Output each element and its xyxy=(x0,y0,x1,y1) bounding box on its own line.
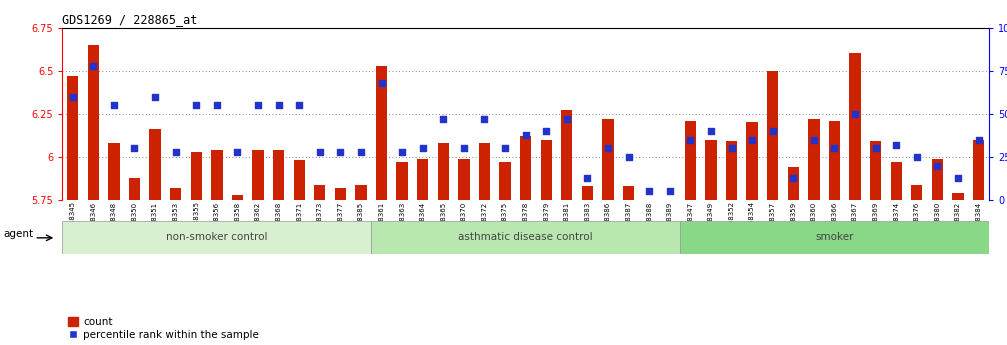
Point xyxy=(394,149,410,155)
Point xyxy=(518,132,534,137)
Point xyxy=(127,146,143,151)
Bar xyxy=(458,159,469,200)
Point xyxy=(847,111,863,117)
Bar xyxy=(253,150,264,200)
Point xyxy=(806,137,822,142)
Point xyxy=(868,146,884,151)
Point xyxy=(188,102,204,108)
Point xyxy=(600,146,616,151)
Point xyxy=(662,189,678,194)
Bar xyxy=(376,66,388,200)
Point xyxy=(827,146,843,151)
Bar xyxy=(520,136,532,200)
Bar xyxy=(397,162,408,200)
Point xyxy=(579,175,595,180)
Point xyxy=(929,163,946,168)
Point xyxy=(764,128,780,134)
Point xyxy=(950,175,966,180)
Point xyxy=(683,137,699,142)
FancyBboxPatch shape xyxy=(372,221,680,254)
Bar xyxy=(602,119,613,200)
Bar xyxy=(582,186,593,200)
Point xyxy=(106,102,122,108)
Bar xyxy=(108,143,120,200)
Point xyxy=(250,102,266,108)
Bar xyxy=(417,159,428,200)
Bar xyxy=(129,178,140,200)
Bar xyxy=(438,143,449,200)
Point xyxy=(64,94,81,99)
FancyBboxPatch shape xyxy=(680,221,989,254)
Point xyxy=(559,116,575,122)
Bar xyxy=(334,188,346,200)
Point xyxy=(352,149,369,155)
Bar xyxy=(685,121,696,200)
Point xyxy=(538,128,554,134)
Bar xyxy=(746,122,758,200)
Point xyxy=(374,80,390,86)
Point xyxy=(888,142,904,148)
Point xyxy=(456,146,472,151)
Point xyxy=(291,102,307,108)
Bar xyxy=(67,76,79,200)
Bar xyxy=(726,141,737,200)
Text: asthmatic disease control: asthmatic disease control xyxy=(458,232,593,242)
Text: non-smoker control: non-smoker control xyxy=(166,232,268,242)
Point xyxy=(230,149,246,155)
Point xyxy=(208,102,225,108)
Point xyxy=(332,149,348,155)
Bar xyxy=(973,140,984,200)
Point xyxy=(620,154,636,160)
Point xyxy=(703,128,719,134)
Bar xyxy=(829,121,840,200)
Point xyxy=(271,102,287,108)
Bar xyxy=(293,160,305,200)
Bar xyxy=(190,152,202,200)
Bar xyxy=(211,150,223,200)
Point xyxy=(476,116,492,122)
Bar xyxy=(149,129,161,200)
Bar xyxy=(478,143,490,200)
Bar xyxy=(232,195,243,200)
Bar xyxy=(953,193,964,200)
Point xyxy=(312,149,328,155)
Point xyxy=(435,116,451,122)
Text: agent: agent xyxy=(3,229,33,239)
Point xyxy=(641,189,658,194)
Bar xyxy=(787,167,799,200)
FancyBboxPatch shape xyxy=(62,221,372,254)
Point xyxy=(86,63,102,68)
Text: smoker: smoker xyxy=(816,232,854,242)
Legend: count, percentile rank within the sample: count, percentile rank within the sample xyxy=(67,317,259,340)
Point xyxy=(147,94,163,99)
Bar xyxy=(809,119,820,200)
Bar xyxy=(623,186,634,200)
Bar xyxy=(88,45,99,200)
Point xyxy=(971,137,987,142)
Point xyxy=(785,175,802,180)
Bar xyxy=(561,110,573,200)
Point xyxy=(167,149,183,155)
Bar xyxy=(355,185,367,200)
Point xyxy=(497,146,514,151)
Bar xyxy=(767,71,778,200)
Bar xyxy=(170,188,181,200)
Bar xyxy=(849,53,861,200)
Point xyxy=(908,154,924,160)
Point xyxy=(744,137,760,142)
Bar xyxy=(870,141,881,200)
Bar xyxy=(911,185,922,200)
Bar xyxy=(499,162,511,200)
Bar xyxy=(890,162,902,200)
Bar xyxy=(314,185,325,200)
Bar xyxy=(705,140,717,200)
Point xyxy=(415,146,431,151)
Bar xyxy=(541,140,552,200)
Point xyxy=(723,146,739,151)
Text: GDS1269 / 228865_at: GDS1269 / 228865_at xyxy=(62,13,197,27)
Bar xyxy=(273,150,284,200)
Bar xyxy=(931,159,944,200)
